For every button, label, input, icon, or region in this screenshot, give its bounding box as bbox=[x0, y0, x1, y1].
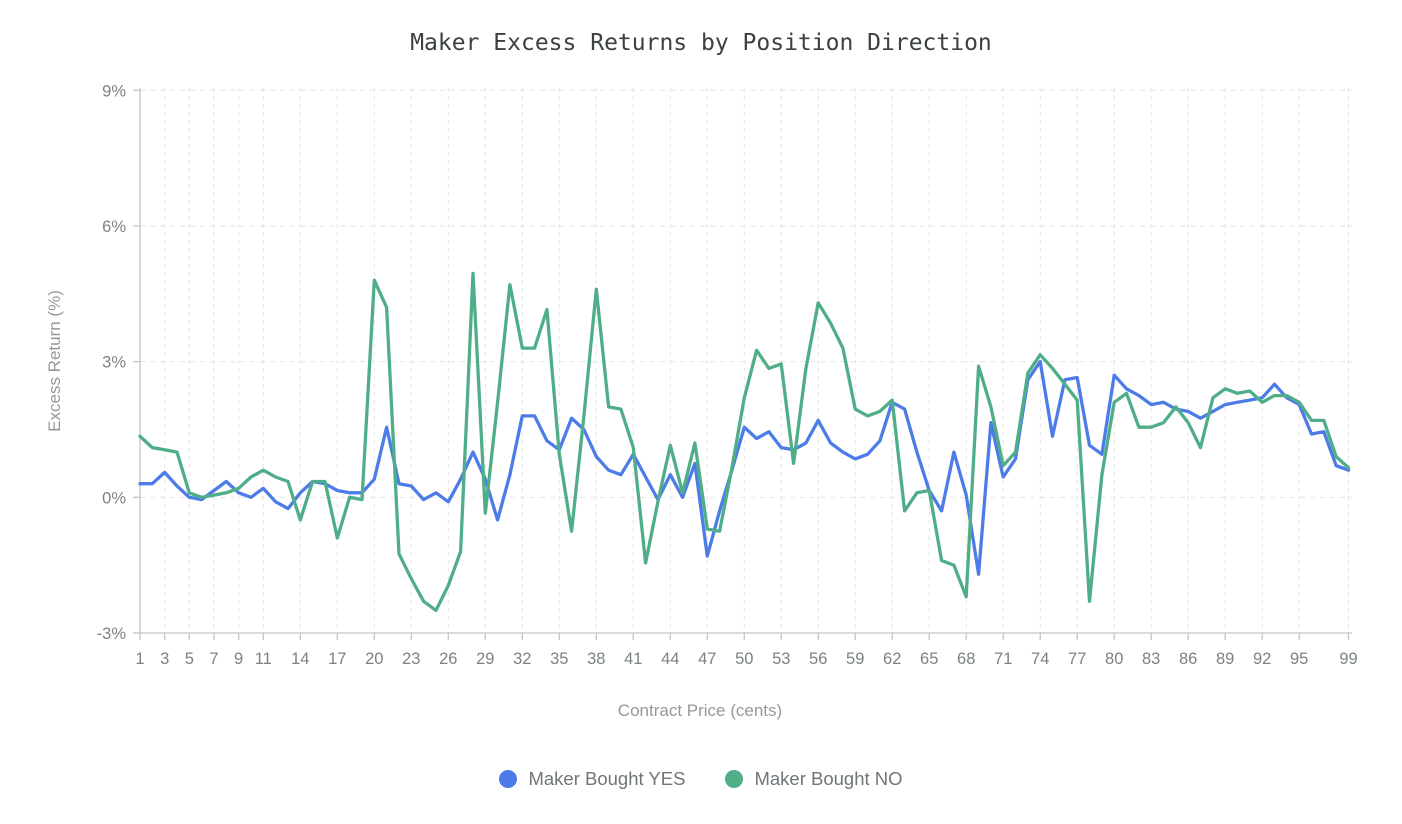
y-tick-label: 6% bbox=[102, 218, 126, 236]
x-tick-label: 50 bbox=[735, 650, 753, 668]
x-tick-label: 11 bbox=[255, 650, 272, 668]
x-tick-label: 62 bbox=[883, 650, 901, 668]
legend: Maker Bought YES Maker Bought NO bbox=[0, 768, 1402, 790]
x-tick-label: 29 bbox=[476, 650, 494, 668]
x-tick-label: 14 bbox=[291, 650, 309, 668]
legend-item-maker-bought-no: Maker Bought NO bbox=[725, 768, 903, 790]
axes bbox=[133, 88, 1352, 640]
y-tick-label: 9% bbox=[102, 82, 126, 100]
x-tick-label: 77 bbox=[1068, 650, 1086, 668]
legend-label-yes: Maker Bought YES bbox=[528, 768, 686, 789]
series-lines bbox=[138, 271, 1351, 613]
x-tick-label: 41 bbox=[624, 650, 642, 668]
plot-area: 1 3 5 7 9 11 14 17 20 23 26 29 32 35 38 41 44 47 50 53 56 59 6… bbox=[45, 82, 1358, 720]
x-tick-label: 53 bbox=[772, 650, 790, 668]
x-tick-label: 80 bbox=[1105, 650, 1123, 668]
x-tick-label: 56 bbox=[809, 650, 827, 668]
legend-label-no: Maker Bought NO bbox=[754, 768, 903, 789]
legend-swatch-no-icon bbox=[725, 770, 744, 788]
series-line-maker-bought-yes bbox=[138, 359, 1351, 576]
x-axis-title: Contract Price (cents) bbox=[618, 701, 782, 720]
y-tick-label: 0% bbox=[102, 489, 126, 507]
x-tick-label: 89 bbox=[1216, 650, 1234, 668]
x-tick-label: 65 bbox=[920, 650, 938, 668]
x-tick-label: 59 bbox=[846, 650, 864, 668]
x-tick-label: 47 bbox=[698, 650, 716, 668]
x-tick-label: 38 bbox=[587, 650, 605, 668]
x-tick-label: 83 bbox=[1142, 650, 1160, 668]
x-tick-label: 71 bbox=[994, 650, 1012, 668]
x-tick-label: 86 bbox=[1179, 650, 1197, 668]
x-tick-label: 23 bbox=[402, 650, 420, 668]
x-tick-label: 7 bbox=[209, 650, 218, 668]
series-line-maker-bought-no bbox=[138, 271, 1351, 613]
gridlines bbox=[139, 88, 1352, 633]
tick-labels: 1 3 5 7 9 11 14 17 20 23 26 29 32 35 38 41 44 47 50 53 56 59 6… bbox=[97, 82, 1358, 668]
x-tick-label: 35 bbox=[550, 650, 568, 668]
x-tick-label: 68 bbox=[957, 650, 975, 668]
legend-item-maker-bought-yes: Maker Bought YES bbox=[499, 768, 685, 790]
x-tick-label: 44 bbox=[661, 650, 679, 668]
x-tick-label: 1 bbox=[135, 650, 144, 668]
x-tick-label: 74 bbox=[1031, 650, 1049, 668]
y-tick-label: -3% bbox=[97, 625, 127, 643]
x-tick-label: 9 bbox=[234, 650, 243, 668]
x-tick-label: 20 bbox=[365, 650, 383, 668]
chart-title: Maker Excess Returns by Position Directi… bbox=[410, 30, 992, 56]
y-axis-title: Excess Return (%) bbox=[45, 290, 64, 432]
x-tick-label: 99 bbox=[1339, 650, 1357, 668]
legend-swatch-yes-icon bbox=[499, 770, 518, 788]
x-tick-label: 26 bbox=[439, 650, 457, 668]
x-tick-label: 3 bbox=[160, 650, 169, 668]
x-tick-label: 5 bbox=[185, 650, 194, 668]
y-tick-label: 3% bbox=[102, 354, 126, 372]
x-tick-label: 92 bbox=[1253, 650, 1271, 668]
x-tick-label: 95 bbox=[1290, 650, 1308, 668]
x-tick-label: 17 bbox=[328, 650, 346, 668]
x-tick-label: 32 bbox=[513, 650, 531, 668]
